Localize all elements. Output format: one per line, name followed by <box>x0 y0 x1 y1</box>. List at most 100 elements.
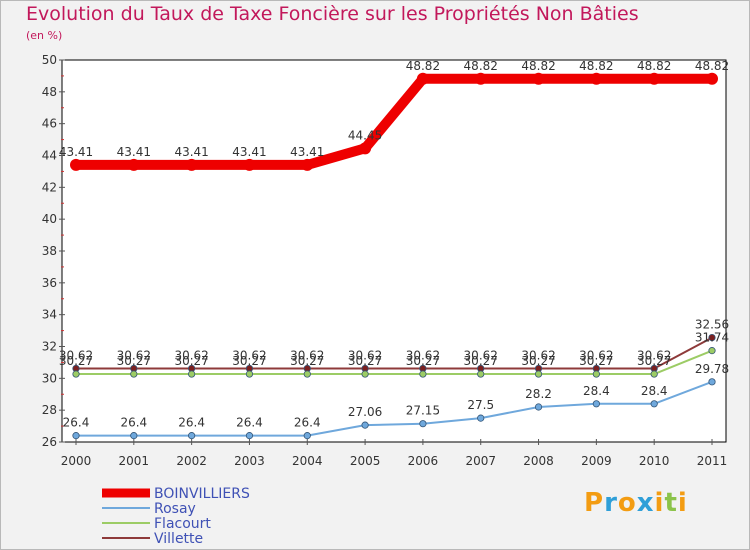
labels-villette: 30.62 30.62 30.62 30.62 30.62 30.62 30.62 30.62… <box>59 318 729 363</box>
series-villette <box>72 333 716 373</box>
legend-item-rosay: Rosay <box>102 501 196 517</box>
data-label: 30.62 <box>637 348 671 362</box>
data-point <box>188 432 196 440</box>
data-label: 27.15 <box>406 404 440 418</box>
data-point <box>70 158 82 171</box>
data-point <box>188 370 196 378</box>
x-tick-label: 2000 <box>61 454 92 468</box>
data-point <box>590 72 603 85</box>
y-tick-label: 38 <box>42 244 57 258</box>
legend-item-villette: Villette <box>102 531 203 547</box>
logo-letter: t <box>664 488 678 518</box>
data-label: 26.4 <box>178 416 205 430</box>
data-label: 30.62 <box>579 348 613 362</box>
data-label: 31.74 <box>695 331 729 345</box>
chart-title: Evolution du Taux de Taxe Foncière sur l… <box>26 3 639 25</box>
labels-rosay: 26.4 26.4 26.4 26.4 26.4 27.06 27.15 27.5 28.2 28… <box>63 362 730 430</box>
data-point <box>650 370 658 378</box>
logo-letter: P <box>584 488 605 518</box>
data-point <box>650 400 658 408</box>
legend-label: Flacourt <box>154 516 211 532</box>
data-point <box>592 400 600 408</box>
y-tick-label: 50 <box>42 53 57 67</box>
logo-letter: r <box>604 488 618 518</box>
data-label: 30.27 <box>59 354 93 368</box>
data-label: 27.06 <box>348 405 382 419</box>
x-tick-label: 2004 <box>292 454 323 468</box>
x-tick-label: 2009 <box>581 454 612 468</box>
labels-boinvilliers: 43.41 43.41 43.41 43.41 43.41 44.45 48.82 48.82… <box>59 59 729 159</box>
data-point <box>245 432 254 440</box>
data-label: 30.62 <box>348 348 382 362</box>
data-label: 43.41 <box>290 145 324 159</box>
data-label: 30.27 <box>464 354 498 368</box>
data-point <box>72 432 80 440</box>
data-point <box>127 158 140 171</box>
data-point <box>359 142 372 155</box>
legend-label: Rosay <box>154 501 196 517</box>
unit-label: (en %) <box>26 29 63 42</box>
y-tick-label: 32 <box>42 340 57 354</box>
data-label: 30.27 <box>521 354 555 368</box>
legend-item-boinvilliers: BOINVILLIERS <box>102 486 250 502</box>
data-point <box>477 370 485 378</box>
data-label: 26.4 <box>63 416 90 430</box>
data-label: 26.4 <box>120 416 147 430</box>
legend-label: Villette <box>154 531 203 547</box>
data-point <box>534 370 543 378</box>
data-point <box>361 370 369 378</box>
data-label: 48.82 <box>464 59 498 73</box>
y-tick-label: 40 <box>42 212 57 226</box>
data-point <box>243 158 256 171</box>
data-point <box>245 370 254 378</box>
series-rosay <box>72 378 716 440</box>
data-label: 30.62 <box>406 348 440 362</box>
x-tick-label: 2005 <box>350 454 381 468</box>
plot-area <box>61 59 727 443</box>
y-tick-label: 48 <box>42 85 57 99</box>
data-point <box>474 72 487 85</box>
data-point <box>708 347 716 355</box>
data-label: 48.82 <box>579 59 613 73</box>
y-tick-label: 26 <box>42 435 57 449</box>
y-tick-label: 36 <box>42 276 57 290</box>
y-tick-label: 42 <box>42 180 57 194</box>
x-tick-label: 2002 <box>176 454 207 468</box>
data-label: 28.2 <box>525 387 552 401</box>
data-point <box>708 378 716 386</box>
series-line <box>75 380 713 437</box>
series-boinvilliers <box>70 72 718 171</box>
data-label: 30.62 <box>117 348 151 362</box>
data-point <box>130 432 138 440</box>
data-label: 26.4 <box>294 416 321 430</box>
x-tick-label: 2003 <box>234 454 265 468</box>
proxiti-logo: Proxiti <box>584 488 688 518</box>
data-label: 30.27 <box>232 354 266 368</box>
logo-letter: i <box>654 488 665 518</box>
data-label: 30.62 <box>464 348 498 362</box>
data-label: 48.82 <box>695 59 729 73</box>
axes: 26 28 30 32 34 36 38 40 42 44 46 48 50 2000 2001 2002 20… <box>42 53 728 468</box>
y-tick-label: 30 <box>42 371 57 385</box>
data-label: 28.4 <box>641 384 668 398</box>
data-point <box>648 72 661 85</box>
y-tick-label: 46 <box>42 117 57 131</box>
data-label: 30.27 <box>174 354 208 368</box>
data-label: 30.62 <box>174 348 208 362</box>
data-point <box>419 370 427 378</box>
x-tick-label: 2001 <box>119 454 150 468</box>
x-tick-label: 2011 <box>697 454 728 468</box>
data-label: 28.4 <box>583 384 610 398</box>
data-label: 30.27 <box>579 354 613 368</box>
data-label: 27.5 <box>467 398 494 412</box>
data-point <box>532 72 545 85</box>
data-label: 43.41 <box>117 145 151 159</box>
data-label: 26.4 <box>236 416 263 430</box>
series-line <box>75 336 713 370</box>
data-label: 30.62 <box>521 348 555 362</box>
data-label: 30.27 <box>348 354 382 368</box>
legend-label: BOINVILLIERS <box>154 486 250 502</box>
legend-item-flacourt: Flacourt <box>102 516 211 532</box>
data-point <box>419 420 427 428</box>
